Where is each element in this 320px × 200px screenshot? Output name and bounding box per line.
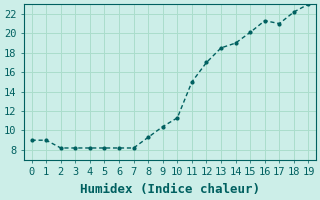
- X-axis label: Humidex (Indice chaleur): Humidex (Indice chaleur): [80, 183, 260, 196]
